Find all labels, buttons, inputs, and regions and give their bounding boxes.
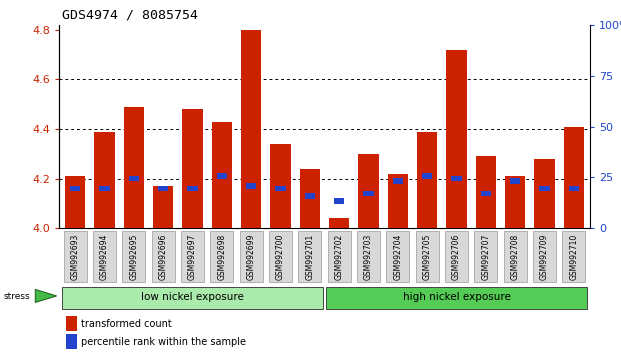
FancyBboxPatch shape — [415, 231, 438, 282]
Bar — [505, 176, 525, 228]
Text: stress: stress — [3, 292, 30, 301]
FancyBboxPatch shape — [93, 231, 116, 282]
Text: GDS4974 / 8085754: GDS4974 / 8085754 — [62, 9, 198, 22]
Text: GSM992705: GSM992705 — [423, 233, 432, 280]
Bar — [153, 186, 173, 228]
FancyBboxPatch shape — [269, 231, 292, 282]
Bar — [158, 186, 168, 192]
Bar — [66, 316, 78, 331]
FancyBboxPatch shape — [386, 231, 409, 282]
Bar — [99, 186, 109, 192]
Bar — [481, 191, 491, 196]
Text: GSM992699: GSM992699 — [247, 233, 256, 280]
Bar — [392, 178, 403, 184]
FancyBboxPatch shape — [298, 231, 321, 282]
Bar — [334, 198, 344, 204]
Text: GSM992709: GSM992709 — [540, 233, 549, 280]
Bar — [66, 334, 78, 349]
Text: GSM992700: GSM992700 — [276, 233, 285, 280]
FancyBboxPatch shape — [181, 231, 204, 282]
Bar — [188, 186, 197, 192]
FancyBboxPatch shape — [533, 231, 556, 282]
FancyBboxPatch shape — [64, 231, 86, 282]
Bar — [540, 186, 550, 192]
Text: GSM992702: GSM992702 — [335, 234, 343, 280]
FancyBboxPatch shape — [563, 231, 585, 282]
FancyBboxPatch shape — [211, 231, 233, 282]
Text: GSM992697: GSM992697 — [188, 233, 197, 280]
Bar — [94, 132, 115, 228]
Bar — [275, 186, 286, 192]
Text: GSM992696: GSM992696 — [158, 233, 168, 280]
Bar — [476, 156, 496, 228]
Bar — [246, 183, 256, 189]
Bar — [305, 193, 315, 199]
Text: low nickel exposure: low nickel exposure — [141, 292, 244, 302]
Text: GSM992703: GSM992703 — [364, 233, 373, 280]
Text: GSM992708: GSM992708 — [510, 234, 520, 280]
Text: GSM992710: GSM992710 — [569, 234, 578, 280]
Text: GSM992704: GSM992704 — [393, 233, 402, 280]
Bar — [388, 174, 408, 228]
Text: GSM992701: GSM992701 — [306, 234, 314, 280]
FancyBboxPatch shape — [474, 231, 497, 282]
Text: percentile rank within the sample: percentile rank within the sample — [81, 337, 247, 347]
Text: GSM992695: GSM992695 — [129, 233, 138, 280]
Text: transformed count: transformed count — [81, 319, 172, 329]
FancyBboxPatch shape — [62, 287, 323, 309]
FancyBboxPatch shape — [152, 231, 175, 282]
FancyBboxPatch shape — [357, 231, 380, 282]
Bar — [329, 218, 350, 228]
Bar — [241, 30, 261, 228]
Bar — [446, 50, 467, 228]
Text: high nickel exposure: high nickel exposure — [402, 292, 510, 302]
Bar — [70, 186, 80, 192]
Bar — [299, 169, 320, 228]
Bar — [569, 186, 579, 192]
Bar — [451, 176, 461, 181]
Text: GSM992707: GSM992707 — [481, 233, 491, 280]
Text: GSM992706: GSM992706 — [452, 233, 461, 280]
FancyBboxPatch shape — [326, 287, 587, 309]
Bar — [129, 176, 139, 181]
Bar — [417, 132, 437, 228]
Bar — [270, 144, 291, 228]
Text: GSM992698: GSM992698 — [217, 234, 226, 280]
Bar — [563, 127, 584, 228]
Text: GSM992693: GSM992693 — [71, 233, 79, 280]
FancyBboxPatch shape — [328, 231, 351, 282]
Text: GSM992694: GSM992694 — [100, 233, 109, 280]
Bar — [182, 109, 202, 228]
Bar — [510, 178, 520, 184]
Bar — [534, 159, 555, 228]
Bar — [65, 176, 86, 228]
FancyBboxPatch shape — [240, 231, 263, 282]
FancyBboxPatch shape — [122, 231, 145, 282]
Bar — [124, 107, 144, 228]
Bar — [358, 154, 379, 228]
FancyBboxPatch shape — [504, 231, 527, 282]
Bar — [422, 173, 432, 179]
FancyBboxPatch shape — [445, 231, 468, 282]
Bar — [363, 191, 374, 196]
Polygon shape — [35, 290, 57, 302]
Bar — [212, 121, 232, 228]
Bar — [217, 173, 227, 179]
